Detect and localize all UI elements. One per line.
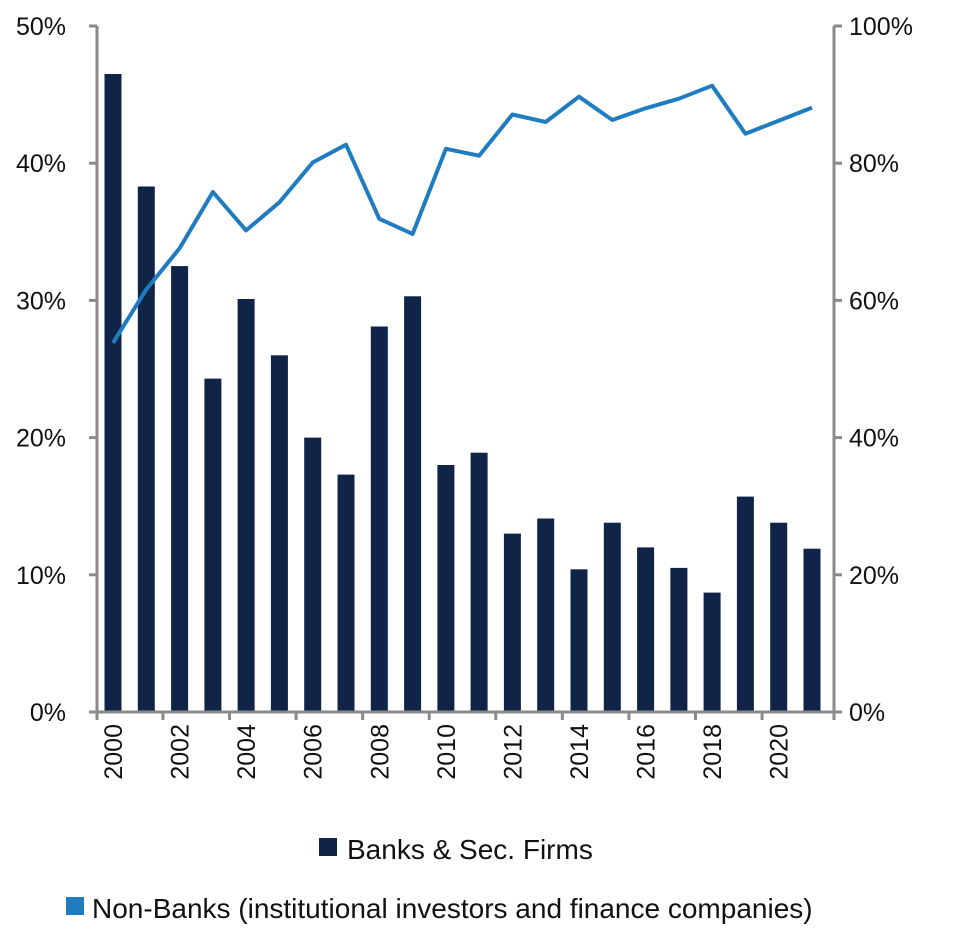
x-tick-label-2016: 2016 <box>633 724 661 780</box>
bar-2006 <box>304 437 322 712</box>
x-tick-label-2006: 2006 <box>300 724 328 780</box>
bar-2003 <box>204 378 222 712</box>
right-tick-label: 20% <box>849 562 899 590</box>
x-tick-label-2002: 2002 <box>167 724 195 780</box>
right-tick-label: 0% <box>849 699 885 727</box>
bar-2004 <box>237 299 255 712</box>
left-tick-label: 10% <box>16 562 66 590</box>
left-tick-label: 40% <box>16 150 66 178</box>
bar-2011 <box>470 452 488 712</box>
axis-ticks <box>89 24 842 720</box>
bar-2001 <box>137 186 155 712</box>
bar-2007 <box>337 474 355 712</box>
left-tick-label: 30% <box>16 287 66 315</box>
line-non-banks <box>111 83 813 344</box>
bar-2021 <box>803 548 821 712</box>
left-tick-label: 20% <box>16 425 66 453</box>
x-tick-label-2014: 2014 <box>566 724 594 780</box>
bar-2018 <box>703 592 721 712</box>
bar-2000 <box>104 74 122 712</box>
bar-2005 <box>270 355 288 712</box>
legend: Banks & Sec. Firms Non-Banks (institutio… <box>66 834 813 924</box>
x-tick-label-2008: 2008 <box>366 724 394 780</box>
bar-2019 <box>736 496 754 712</box>
legend-swatch-banks <box>319 838 337 856</box>
bar-2013 <box>537 518 555 712</box>
bar-2012 <box>503 533 521 712</box>
x-tick-label-2020: 2020 <box>766 724 794 780</box>
bar-2008 <box>370 326 388 712</box>
right-tick-label: 40% <box>849 425 899 453</box>
x-tick-label-2018: 2018 <box>699 724 727 780</box>
bar-series <box>104 74 821 712</box>
bar-2016 <box>637 547 655 712</box>
x-tick-label-2012: 2012 <box>499 724 527 780</box>
x-tick-label-2000: 2000 <box>100 724 128 780</box>
line-series <box>111 83 813 344</box>
right-tick-label: 100% <box>849 13 913 41</box>
bar-2020 <box>770 522 788 712</box>
bar-2015 <box>603 522 621 712</box>
x-tick-label-2010: 2010 <box>433 724 461 780</box>
tick-labels: 0% 10% 20% 30% 40% 50% 0% 20% 40% 60% 80% 100% 2000 2… <box>16 13 913 780</box>
right-tick-label: 80% <box>849 150 899 178</box>
bar-2010 <box>437 465 455 712</box>
bar-2009 <box>404 296 422 712</box>
axes <box>95 26 836 714</box>
x-tick-label-2004: 2004 <box>233 724 261 780</box>
legend-label-non-banks: Non-Banks (institutional investors and f… <box>92 893 813 924</box>
bar-2014 <box>570 569 588 712</box>
bar-2017 <box>670 567 688 712</box>
legend-label-banks: Banks & Sec. Firms <box>347 834 593 865</box>
right-tick-label: 60% <box>849 287 899 315</box>
legend-swatch-non-banks <box>66 897 84 915</box>
left-tick-label: 50% <box>16 13 66 41</box>
bar-2002 <box>171 266 189 712</box>
left-tick-label: 0% <box>30 699 66 727</box>
